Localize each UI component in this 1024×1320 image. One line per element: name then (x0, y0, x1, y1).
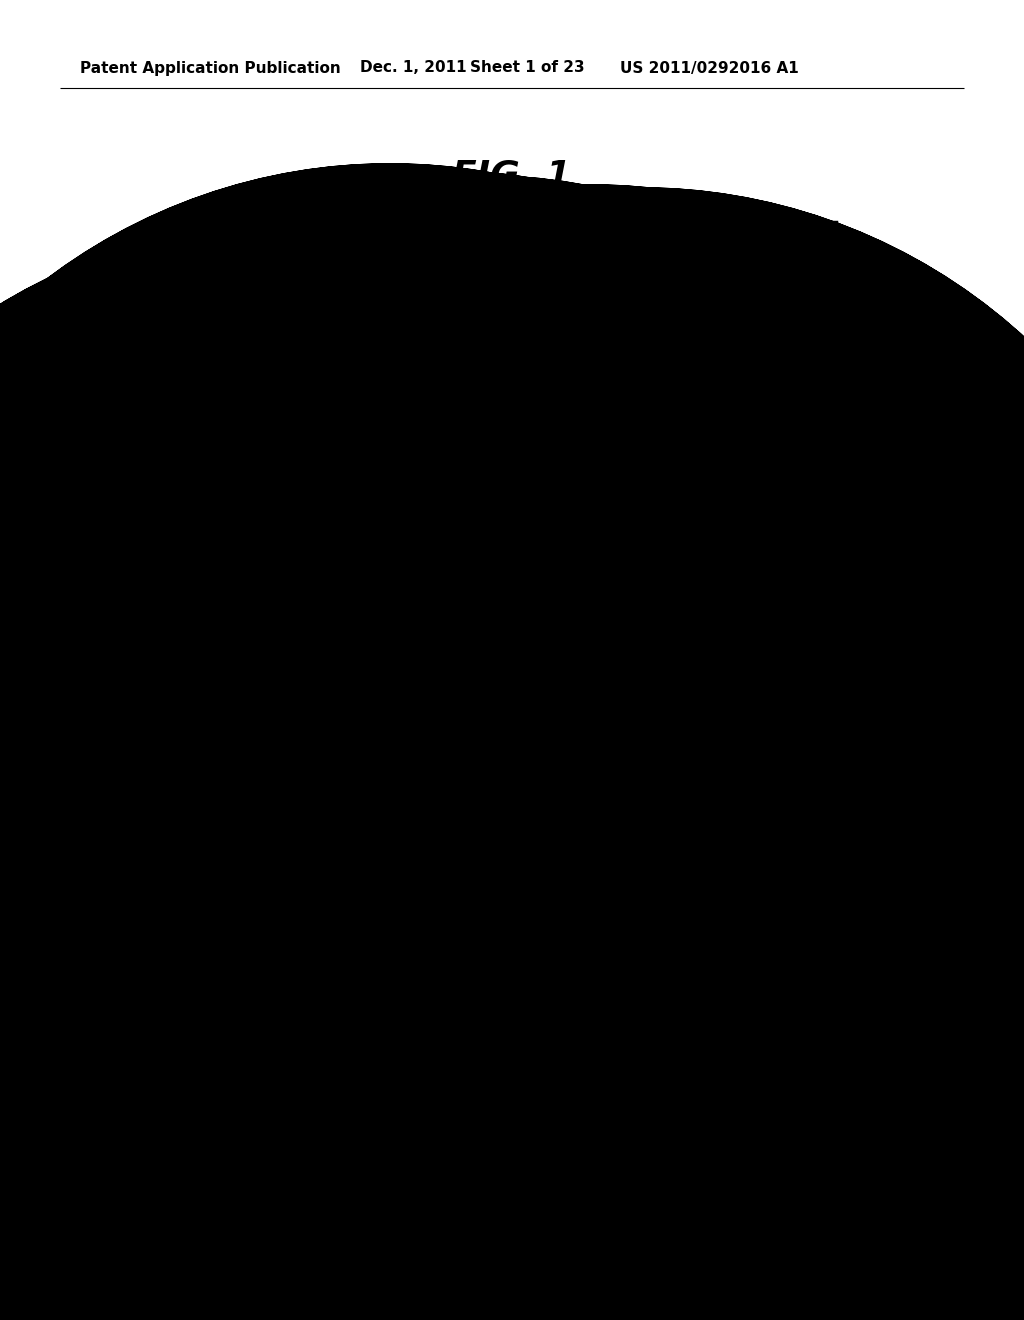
Text: G1～G320: G1～G320 (90, 653, 155, 667)
Bar (222, 285, 762, 700)
Text: S1: S1 (602, 367, 622, 383)
Text: GLASS: GLASS (785, 792, 836, 808)
Text: ITO1: ITO1 (362, 628, 394, 642)
Text: 130: 130 (785, 727, 814, 742)
Bar (207, 298, 777, 718)
Bar (530, 820, 650, 880)
Text: 150: 150 (495, 973, 524, 987)
Bar (190, 310, 790, 750)
Text: SI: SI (90, 982, 104, 998)
Text: 120: 120 (785, 772, 814, 788)
Bar (665, 820, 775, 880)
Bar (168, 222, 836, 932)
Text: FPC: FPC (90, 928, 119, 942)
Bar (222, 820, 332, 880)
Text: S720: S720 (290, 403, 329, 417)
Text: Patent Application Publication: Patent Application Publication (80, 61, 341, 75)
Text: PNL: PNL (778, 499, 807, 515)
Text: LC: LC (348, 615, 366, 630)
Bar (325, 726, 755, 762)
Text: TFT: TFT (260, 615, 285, 630)
Text: 100: 100 (176, 833, 205, 847)
Bar (365, 820, 485, 880)
Bar (215, 719, 780, 920)
Bar (222, 726, 312, 801)
Text: DRV: DRV (785, 751, 817, 766)
Text: FIG. 1: FIG. 1 (453, 158, 571, 191)
Text: US 2011/0292016 A1: US 2011/0292016 A1 (620, 61, 799, 75)
Text: Dec. 1, 2011: Dec. 1, 2011 (360, 61, 467, 75)
Text: ITO2: ITO2 (778, 537, 813, 553)
Text: S719: S719 (300, 375, 339, 389)
Text: S2: S2 (602, 392, 622, 408)
Bar (313, 628, 343, 657)
Text: Sheet 1 of 23: Sheet 1 of 23 (470, 61, 585, 75)
Text: 140: 140 (176, 792, 205, 808)
Text: DI: DI (270, 982, 287, 998)
